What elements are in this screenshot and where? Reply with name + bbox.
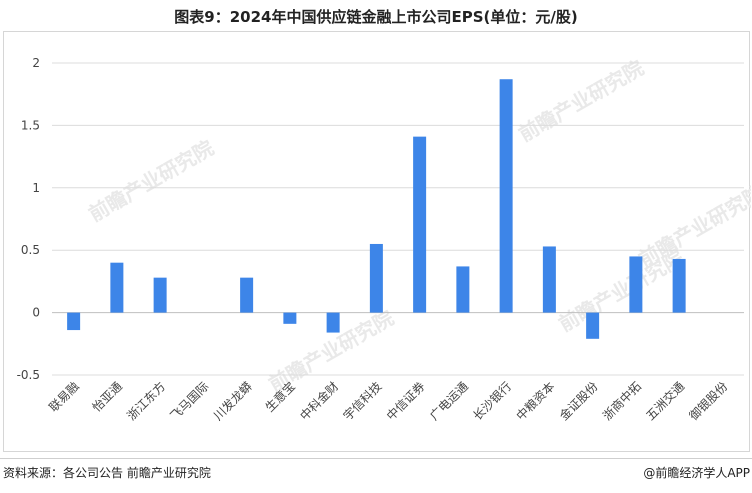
y-axis-ticks: -0.5 0 0.5 1 1.5 2	[17, 56, 40, 382]
bar	[240, 277, 254, 313]
x-tick-label: 浙江东方	[124, 379, 169, 424]
bar	[499, 79, 513, 313]
bar	[153, 277, 167, 313]
watermark-text: 前瞻产业研究院	[515, 56, 648, 147]
bar	[586, 312, 600, 339]
bar	[326, 312, 340, 333]
grid-lines	[52, 62, 744, 376]
bar	[629, 256, 643, 313]
bars	[67, 79, 686, 339]
x-tick-label: 联易融	[46, 379, 81, 414]
y-tick-label: 1	[32, 181, 40, 195]
x-tick-label: 怡亚通	[90, 379, 125, 414]
x-axis-ticks: 联易融 怡亚通 浙江东方 飞马国际 川发龙蟒 生意宝 中科金财 宇信科技 中信证券 广电运通 长沙银…	[46, 379, 730, 424]
bar	[456, 266, 470, 313]
chart-frame: 前瞻产业研究院 前瞻产业研究院 前瞻产业研究院 前瞻产业研究院 前瞻产业研究院 -0.5…	[3, 31, 752, 452]
bar	[67, 312, 81, 331]
footer-divider	[0, 458, 752, 459]
watermark-text: 前瞻产业研究院	[85, 136, 218, 227]
y-tick-label: 0.5	[21, 243, 40, 257]
brand-credit: @前瞻经济学人APP	[643, 466, 750, 480]
y-tick-label: -0.5	[17, 368, 40, 382]
y-tick-label: 2	[32, 56, 40, 70]
x-tick-label: 中信证券	[383, 379, 428, 424]
bar	[413, 136, 427, 313]
bar	[283, 312, 297, 324]
x-tick-label: 川发龙蟒	[210, 379, 255, 424]
x-tick-label: 宇信科技	[341, 379, 385, 423]
x-tick-label: 中粮资本	[513, 379, 558, 424]
bar	[110, 262, 124, 313]
x-tick-label: 中科金财	[297, 379, 342, 424]
y-tick-label: 0	[32, 306, 40, 320]
x-tick-label: 长沙银行	[470, 379, 514, 423]
watermark-text: 前瞻产业研究院	[635, 181, 752, 272]
bar	[672, 258, 686, 313]
x-tick-label: 五洲交通	[643, 379, 688, 424]
watermark-text: 前瞻产业研究院	[555, 246, 688, 337]
bar	[369, 243, 383, 313]
source-note: 资料来源：各公司公告 前瞻产业研究院	[3, 466, 211, 480]
x-tick-label: 金证股份	[556, 379, 601, 424]
x-tick-label: 浙商中拓	[599, 379, 644, 424]
x-tick-label: 飞马国际	[168, 379, 212, 423]
x-tick-label: 广电运通	[427, 379, 471, 423]
x-tick-label: 御银股份	[686, 379, 731, 424]
chart-title: 图表9：2024年中国供应链金融上市公司EPS(单位：元/股)	[174, 8, 578, 26]
bar	[542, 246, 556, 313]
y-tick-label: 1.5	[21, 118, 40, 132]
